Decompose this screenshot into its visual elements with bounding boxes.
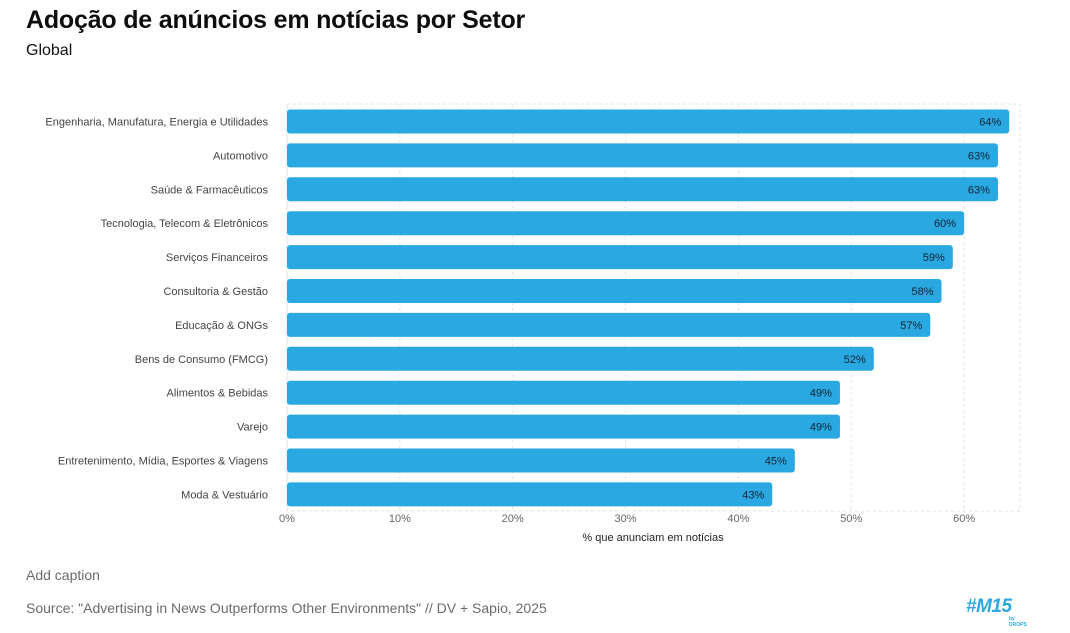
- brand-logo: #M15 by DROPS: [966, 596, 1032, 628]
- data-label: 52%: [844, 354, 866, 366]
- chart-title: Adoção de anúncios em notícias por Setor: [26, 6, 526, 34]
- data-label: 63%: [968, 150, 990, 162]
- category-label: Consultoria & Gestão: [163, 286, 268, 298]
- category-label: Tecnologia, Telecom & Eletrônicos: [101, 218, 269, 230]
- x-tick-label: 50%: [840, 513, 862, 525]
- category-label: Varejo: [237, 422, 268, 434]
- bar-chart: 0% 10% 20% 30% 40% 50% 60% Engenharia, Manufatu…: [45, 103, 1021, 544]
- bar: [287, 380, 840, 405]
- data-label: 43%: [742, 489, 764, 501]
- data-label: 45%: [765, 456, 787, 468]
- category-label: Bens de Consumo (FMCG): [135, 354, 268, 366]
- data-label: 49%: [810, 388, 832, 400]
- data-label: 63%: [968, 184, 990, 196]
- caption[interactable]: Add caption: [26, 567, 100, 583]
- chart-subtitle: Global: [26, 42, 73, 59]
- category-label: Educação & ONGs: [175, 320, 268, 332]
- category-label: Alimentos & Bebidas: [167, 388, 269, 400]
- category-label: Moda & Vestuário: [181, 489, 268, 501]
- plot-frame: [286, 103, 1021, 512]
- category-label: Saúde & Farmacêuticos: [151, 184, 269, 196]
- logo-subtext: by DROPS: [1009, 616, 1027, 628]
- bar: [287, 482, 773, 507]
- source-note: Source: "Advertising in News Outperforms…: [26, 600, 547, 616]
- bar: [287, 245, 953, 270]
- x-tick-label: 20%: [502, 513, 524, 525]
- data-label: 60%: [934, 218, 956, 230]
- bar: [287, 143, 998, 168]
- bar: [287, 346, 874, 371]
- category-label: Entretenimento, Mídia, Esportes & Viagen…: [58, 456, 269, 468]
- bar-layer: [287, 109, 1010, 507]
- bar: [287, 448, 795, 473]
- grid-layer: [286, 103, 1021, 512]
- data-label: 64%: [979, 117, 1001, 129]
- data-label: 57%: [900, 320, 922, 332]
- label-layer: 0% 10% 20% 30% 40% 50% 60% Engenharia, Manufatu…: [45, 117, 1001, 526]
- category-label: Engenharia, Manufatura, Energia e Utilid…: [45, 117, 268, 129]
- x-tick-label: 60%: [953, 513, 975, 525]
- data-label: 58%: [911, 286, 933, 298]
- x-tick-label: 10%: [389, 513, 411, 525]
- x-tick-label: 0%: [279, 513, 295, 525]
- bar: [287, 109, 1010, 134]
- category-label: Serviços Financeiros: [166, 252, 269, 264]
- bar: [287, 414, 840, 439]
- bar: [287, 177, 998, 202]
- bar: [287, 312, 931, 337]
- bar: [287, 279, 942, 303]
- x-tick-label: 40%: [727, 513, 749, 525]
- data-label: 49%: [810, 422, 832, 434]
- category-label: Automotivo: [213, 150, 268, 162]
- x-tick-label: 30%: [615, 513, 637, 525]
- x-axis-title: % que anunciam em notícias: [582, 532, 724, 544]
- data-label: 59%: [923, 252, 945, 264]
- bar: [287, 211, 965, 236]
- logo-text: #M15: [966, 596, 1012, 617]
